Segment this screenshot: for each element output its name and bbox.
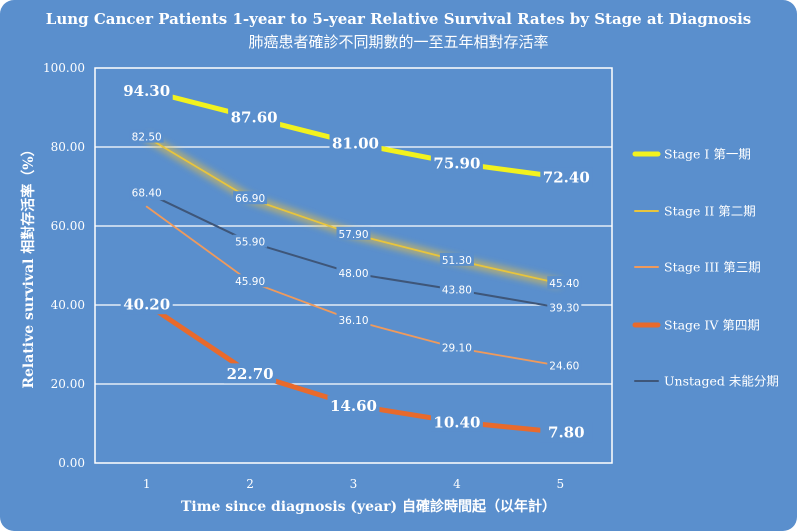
data-label: 45.40: [549, 278, 579, 290]
data-label-bg: [439, 282, 474, 296]
y-tick-label: 20.00: [51, 377, 85, 391]
data-label-bg: [547, 276, 582, 290]
series-glow: [144, 133, 562, 289]
data-label: 57.90: [338, 229, 368, 241]
legend-entry: Stage IV 第四期: [664, 318, 760, 333]
series-line: [145, 136, 562, 285]
series-line: [145, 191, 562, 309]
legend-entry: Stage II 第二期: [664, 204, 756, 219]
data-label-bg: [336, 265, 371, 279]
data-label-bg: [129, 185, 164, 199]
data-label-bg: [329, 133, 382, 154]
data-label: 39.30: [549, 302, 579, 314]
y-tick-label: 60.00: [51, 219, 85, 233]
data-label: 75.90: [433, 155, 480, 173]
data-label: 29.10: [442, 343, 472, 355]
data-label: 48.00: [338, 268, 368, 280]
chart-subtitle: 肺癌患者確診不同期數的一至五年相對存活率: [248, 33, 549, 51]
data-label-bg: [327, 395, 380, 416]
data-label-bg: [430, 153, 483, 174]
data-label: 43.80: [442, 284, 472, 296]
data-label-bg: [430, 411, 483, 432]
data-label: 36.10: [338, 315, 368, 327]
data-label: 94.30: [123, 82, 170, 100]
data-label-bg: [120, 294, 173, 315]
data-label-bg: [233, 234, 268, 248]
data-label-bg: [228, 106, 281, 127]
data-label: 82.50: [132, 132, 162, 144]
data-label-bg: [129, 129, 164, 143]
chart-title: Lung Cancer Patients 1-year to 5-year Re…: [45, 10, 752, 28]
data-label: 40.20: [123, 296, 170, 314]
data-label-bg: [540, 167, 593, 188]
data-label-bg: [233, 274, 268, 288]
x-axis-title: Time since diagnosis (year) 自確診時間起（以年計）: [181, 498, 556, 515]
x-tick-label: 2: [246, 477, 254, 491]
plot-area: [94, 67, 613, 464]
data-label: 72.40: [543, 169, 590, 187]
data-label: 81.00: [332, 135, 379, 153]
data-label: 68.40: [132, 187, 162, 199]
legend-entry: Stage I 第一期: [664, 147, 751, 162]
data-label: 22.70: [227, 365, 274, 383]
legend-entry: Unstaged 未能分期: [664, 374, 779, 389]
data-label-bg: [336, 312, 371, 326]
data-label-bg: [547, 300, 582, 314]
y-axis-title: Relative survival 相對存活率（%）: [20, 142, 37, 388]
data-label: 45.90: [235, 276, 265, 288]
data-label: 66.90: [235, 193, 265, 205]
y-tick-label: 40.00: [51, 298, 85, 312]
x-tick-label: 5: [556, 477, 564, 491]
data-label: 10.40: [433, 413, 480, 431]
data-label: 87.60: [231, 108, 278, 126]
data-label-bg: [224, 363, 277, 384]
data-label: 7.80: [548, 424, 585, 442]
x-tick-label: 3: [350, 477, 358, 491]
data-label: 51.30: [442, 255, 472, 267]
x-tick-label: 1: [143, 477, 151, 491]
legend-entry: Stage III 第三期: [664, 260, 761, 275]
data-label-bg: [336, 226, 371, 240]
data-label: 55.90: [235, 237, 265, 249]
data-label: 24.60: [549, 360, 579, 372]
data-label-bg: [439, 252, 474, 266]
data-label-bg: [233, 191, 268, 205]
data-label-bg: [540, 422, 593, 443]
x-tick-label: 4: [453, 477, 461, 491]
y-tick-label: 100.00: [43, 61, 85, 75]
data-label: 14.60: [330, 397, 377, 415]
data-label-bg: [439, 340, 474, 354]
y-tick-label: 80.00: [51, 140, 85, 154]
data-label-bg: [120, 80, 173, 101]
y-tick-label: 0.00: [58, 456, 85, 470]
data-label-bg: [547, 358, 582, 372]
